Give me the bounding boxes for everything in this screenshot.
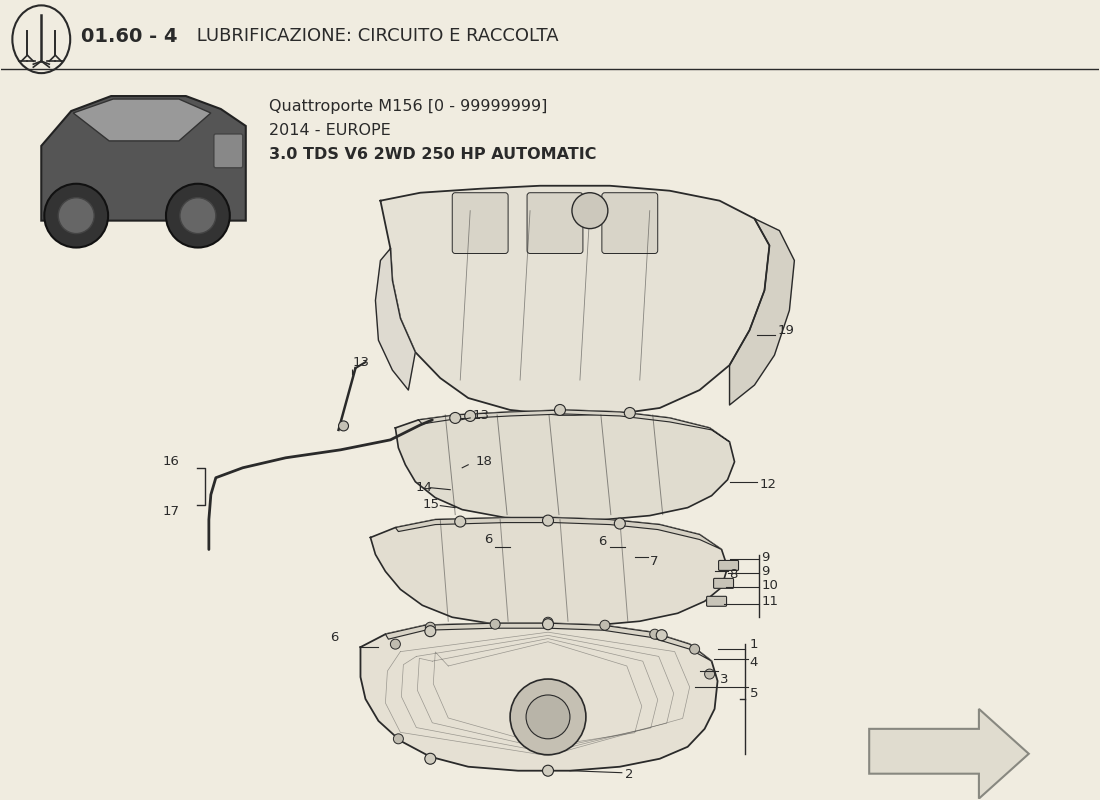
Text: 2: 2 [625, 768, 634, 781]
Text: 3: 3 [719, 673, 728, 686]
Text: 16: 16 [163, 455, 180, 468]
Circle shape [542, 618, 553, 630]
Text: 19: 19 [778, 324, 794, 337]
Text: 12: 12 [759, 478, 777, 491]
Text: Quattroporte M156 [0 - 99999999]: Quattroporte M156 [0 - 99999999] [268, 99, 547, 114]
Circle shape [390, 639, 400, 649]
Circle shape [394, 734, 404, 744]
Circle shape [543, 766, 553, 776]
Text: 7: 7 [650, 555, 658, 568]
Text: 1: 1 [749, 638, 758, 650]
Polygon shape [371, 518, 727, 626]
Circle shape [339, 421, 349, 431]
Circle shape [454, 516, 465, 527]
Polygon shape [375, 249, 416, 390]
Polygon shape [729, 218, 794, 405]
Circle shape [526, 695, 570, 739]
Text: 17: 17 [163, 505, 180, 518]
FancyBboxPatch shape [527, 193, 583, 254]
Circle shape [542, 515, 553, 526]
Circle shape [426, 622, 436, 632]
Circle shape [166, 184, 230, 247]
Circle shape [625, 407, 636, 418]
Text: 18: 18 [475, 455, 492, 468]
Circle shape [542, 766, 553, 776]
FancyBboxPatch shape [452, 193, 508, 254]
Circle shape [650, 630, 660, 639]
Polygon shape [74, 99, 211, 141]
FancyBboxPatch shape [213, 134, 243, 168]
Circle shape [464, 410, 475, 422]
Circle shape [554, 405, 565, 415]
Circle shape [690, 644, 700, 654]
Text: 01.60 - 4: 01.60 - 4 [81, 26, 178, 46]
FancyBboxPatch shape [602, 193, 658, 254]
Polygon shape [385, 623, 712, 661]
Circle shape [491, 619, 501, 630]
Circle shape [425, 754, 436, 764]
Text: 11: 11 [761, 594, 779, 608]
FancyBboxPatch shape [718, 561, 738, 570]
FancyBboxPatch shape [706, 596, 727, 606]
Circle shape [510, 679, 586, 754]
Text: 5: 5 [749, 687, 758, 701]
Circle shape [450, 413, 461, 423]
Polygon shape [395, 518, 722, 550]
FancyBboxPatch shape [714, 578, 734, 588]
Text: 3.0 TDS V6 2WD 250 HP AUTOMATIC: 3.0 TDS V6 2WD 250 HP AUTOMATIC [268, 147, 596, 162]
Polygon shape [381, 186, 769, 415]
Polygon shape [418, 410, 729, 442]
Text: 4: 4 [749, 655, 758, 669]
Text: 9: 9 [761, 551, 770, 564]
Text: 2014 - EUROPE: 2014 - EUROPE [268, 123, 390, 138]
Text: LUBRIFICAZIONE: CIRCUITO E RACCOLTA: LUBRIFICAZIONE: CIRCUITO E RACCOLTA [191, 27, 559, 46]
Text: 15: 15 [422, 498, 439, 511]
Circle shape [180, 198, 216, 234]
Text: 6: 6 [598, 535, 606, 548]
Text: 13: 13 [472, 410, 490, 422]
Circle shape [572, 193, 608, 229]
Circle shape [657, 630, 668, 641]
Text: 6: 6 [484, 533, 493, 546]
Polygon shape [361, 623, 717, 770]
Polygon shape [42, 96, 245, 221]
Circle shape [426, 754, 436, 764]
Circle shape [600, 620, 609, 630]
Circle shape [58, 198, 95, 234]
Text: 8: 8 [729, 568, 738, 581]
Circle shape [44, 184, 108, 247]
Polygon shape [869, 709, 1028, 798]
Circle shape [543, 618, 553, 627]
Circle shape [425, 626, 436, 637]
Text: 14: 14 [416, 481, 432, 494]
Text: 9: 9 [761, 565, 770, 578]
Circle shape [705, 669, 715, 679]
Circle shape [614, 518, 625, 529]
Text: 6: 6 [331, 630, 339, 644]
Polygon shape [395, 410, 735, 519]
Text: 10: 10 [761, 579, 779, 592]
Text: 13: 13 [352, 356, 370, 369]
